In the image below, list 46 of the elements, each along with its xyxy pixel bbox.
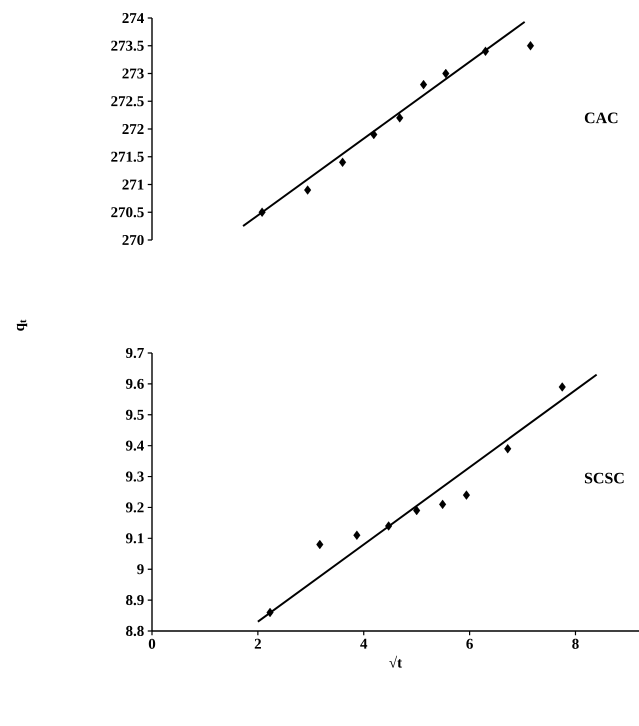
y-tick-label: 270.5 (111, 207, 144, 218)
y-tick-label: 9 (137, 564, 144, 574)
y-tick-label: 9.4 (126, 440, 144, 451)
y-tick-label: 271.5 (111, 152, 144, 162)
y-tick-label: 270 (122, 234, 144, 246)
x-axis-title: √t (389, 656, 402, 668)
point (526, 41, 534, 50)
y-tick-label: 9.7 (126, 348, 144, 358)
x-tick-label: 6 (466, 638, 473, 649)
y-tick-label: 271 (122, 180, 144, 190)
y-tick-label: 8.9 (126, 595, 144, 606)
x-tick-label: 0 (148, 638, 156, 649)
point (504, 444, 512, 454)
point (462, 490, 470, 500)
y-tick-label: 9.3 (126, 472, 144, 482)
y-tick-label: 274 (122, 13, 144, 23)
point (339, 158, 346, 167)
y-tick-label: 8.8 (126, 626, 144, 636)
point (439, 500, 446, 510)
text: CAC (584, 112, 618, 124)
point (385, 521, 392, 531)
y-tick-label: 273 (122, 68, 144, 79)
y-tick-label: 273.5 (111, 40, 144, 51)
annotation: SCSC (584, 472, 624, 484)
y-axis-title: q$_{t}$ (16, 320, 28, 331)
point (413, 506, 420, 516)
point (482, 46, 490, 56)
point (316, 540, 324, 550)
y-tick-label: 272 (122, 124, 144, 134)
y-tick-label: 9.2 (126, 502, 144, 513)
x-tick-label: 2 (254, 638, 261, 649)
y-tick-label: 272.5 (111, 96, 144, 106)
y-tick-label: 9.5 (126, 410, 144, 420)
point (442, 68, 450, 78)
point (396, 113, 404, 123)
point (304, 185, 312, 195)
point (370, 130, 378, 140)
point (266, 608, 274, 618)
point (353, 530, 360, 540)
point (258, 208, 266, 217)
x-tick-label: 8 (572, 638, 579, 649)
point (420, 80, 428, 90)
y-tick-label: 9.6 (126, 378, 144, 389)
y-tick-label: 9.1 (126, 533, 144, 544)
point (558, 382, 566, 392)
x-tick-label: 4 (360, 638, 368, 649)
